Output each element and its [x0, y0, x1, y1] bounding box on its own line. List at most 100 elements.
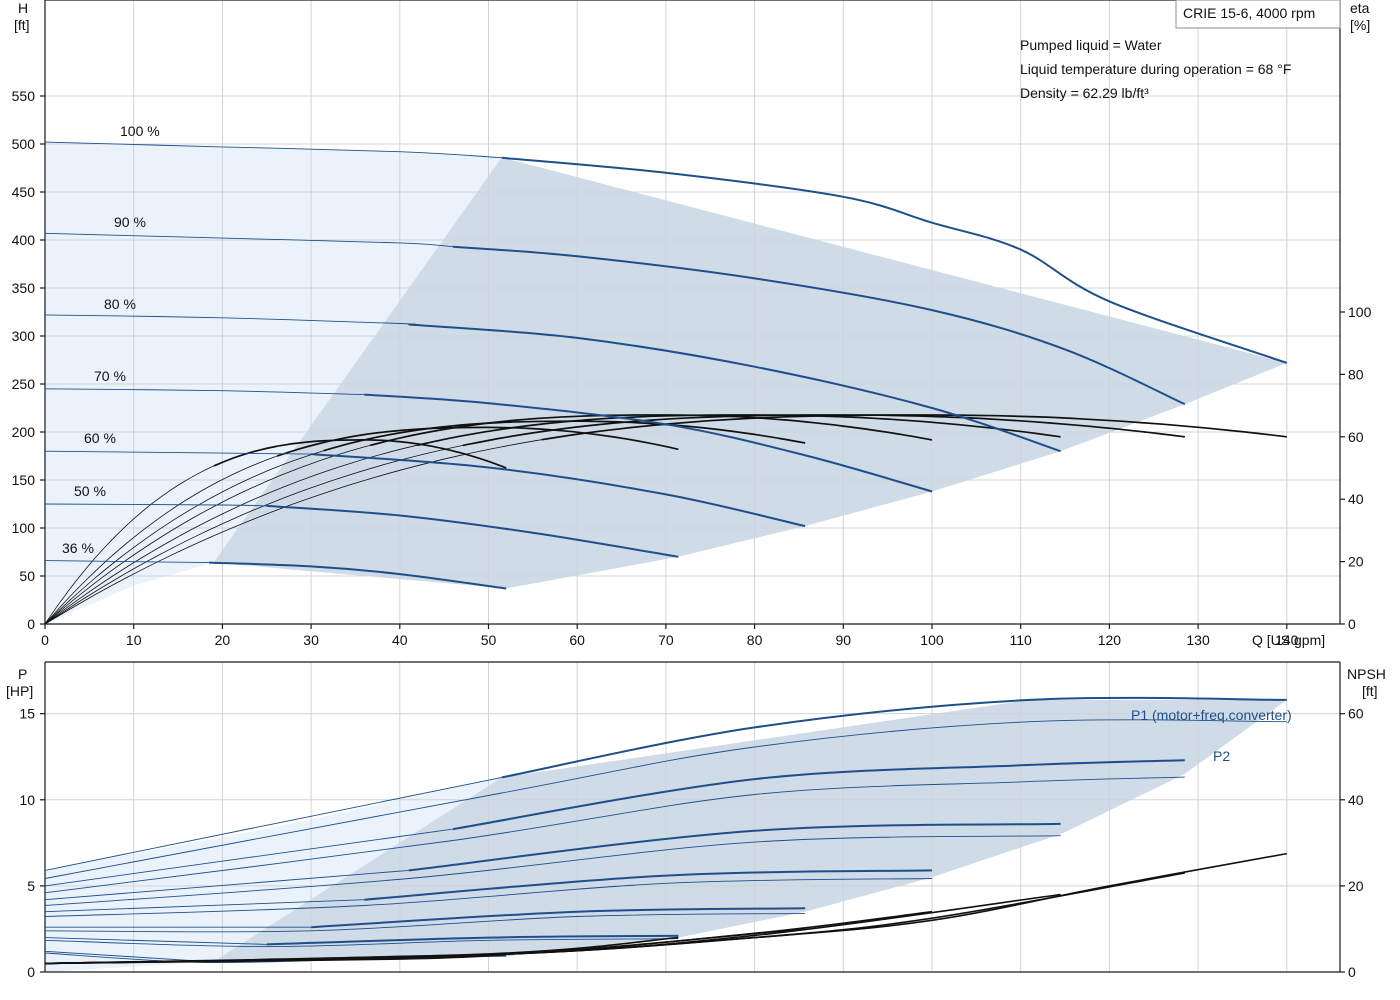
- product-title: CRIE 15-6, 4000 rpm: [1183, 5, 1315, 21]
- flow-tick-label: 110: [1010, 632, 1033, 648]
- head-curve-thin: [44, 503, 267, 507]
- head-curve-thin: [44, 232, 454, 248]
- flow-tick-label: 100: [920, 632, 944, 648]
- flow-tick-label: 30: [303, 632, 319, 648]
- eta-tick-label: 80: [1348, 366, 1364, 382]
- head-tick-label: 250: [12, 376, 36, 392]
- speed-label: 36 %: [62, 540, 94, 556]
- eta-axis-unit: [%]: [1350, 17, 1370, 33]
- flow-tick-label: 140: [1275, 632, 1299, 648]
- head-curve-thin: [44, 388, 365, 396]
- head-curve: [452, 245, 1186, 406]
- p1-curve-thin: [44, 828, 454, 887]
- eta-tick-label: 60: [1348, 429, 1364, 445]
- head-efficiency-panel: 0 50 100 150 200 250 300 350 400 450 500 550 0 20 40 60…: [12, 0, 1372, 648]
- flow-tick-label: 20: [215, 632, 231, 648]
- npsh-tick-label: 40: [1348, 792, 1364, 808]
- flow-tick-label: 50: [481, 632, 497, 648]
- efficiency-curve-operating: [417, 414, 1061, 447]
- head-tick-label: 550: [12, 88, 36, 104]
- p2-curve: [44, 835, 1061, 906]
- density-info: Density = 62.29 lb/ft³: [1020, 85, 1149, 101]
- p1-series-label: P1 (motor+freq.converter): [1131, 707, 1292, 723]
- npsh-axis-unit: [ft]: [1362, 683, 1378, 699]
- head-curve-thin: [44, 560, 210, 564]
- head-tick-label: 500: [12, 136, 36, 152]
- head-tick-label: 0: [27, 616, 35, 632]
- speed-label: 100 %: [120, 123, 160, 139]
- efficiency-curve-operating: [323, 420, 806, 452]
- product-title-box: [1175, 0, 1341, 29]
- power-tick-label: 0: [27, 964, 35, 980]
- p1-curve: [501, 696, 1287, 779]
- head-curve-thin: [44, 141, 507, 159]
- head-curve: [209, 561, 507, 590]
- speed-label: 70 %: [94, 368, 126, 384]
- flow-tick-label: 90: [835, 632, 851, 648]
- head-curve: [311, 453, 806, 528]
- power-axis-title: P: [18, 666, 27, 682]
- flow-tick-label: 60: [569, 632, 585, 648]
- head-curve: [266, 504, 679, 558]
- power-axis-unit: [HP]: [6, 683, 33, 699]
- p1-curve: [408, 822, 1061, 872]
- speed-label: 60 %: [84, 430, 116, 446]
- p2-curve: [44, 912, 806, 933]
- head-tick-label: 100: [12, 520, 36, 536]
- head-light-area: [45, 142, 502, 624]
- p1-curve: [266, 934, 679, 946]
- power-npsh-panel: 0 5 10 15 0 20 40 60: [19, 661, 1364, 980]
- p1-curve: [364, 869, 933, 901]
- pumped-liquid-info: Pumped liquid = Water: [1020, 37, 1162, 53]
- npsh-tick-label: 20: [1348, 878, 1364, 894]
- head-operating-area: [213, 157, 1287, 589]
- flow-tick-label: 80: [747, 632, 763, 648]
- head-curve: [501, 156, 1288, 364]
- power-tick-label: 15: [19, 706, 35, 722]
- flow-tick-label: 120: [1098, 632, 1122, 648]
- flow-tick-label: 0: [41, 632, 49, 648]
- eta-tick-label: 20: [1348, 554, 1364, 570]
- p2-curve: [44, 938, 679, 948]
- eta-tick-label: 100: [1348, 304, 1372, 320]
- head-tick-label: 200: [12, 424, 36, 440]
- flow-tick-label: 130: [1186, 632, 1210, 648]
- power-tick-label: 10: [19, 792, 35, 808]
- head-tick-label: 350: [12, 280, 36, 296]
- head-tick-label: 300: [12, 328, 36, 344]
- p1-curve: [311, 907, 806, 929]
- efficiency-curve-operating: [213, 439, 507, 469]
- p1-curve: [452, 759, 1185, 831]
- power-tick-label: 5: [27, 878, 35, 894]
- head-tick-label: 150: [12, 472, 36, 488]
- p2-curve: [44, 878, 933, 917]
- flow-tick-label: 40: [392, 632, 408, 648]
- head-axis-title: H: [18, 0, 28, 16]
- head-curve-thin: [44, 450, 312, 455]
- p2-curve: [44, 776, 1185, 894]
- head-tick-label: 450: [12, 184, 36, 200]
- npsh-axis-title: NPSH: [1347, 666, 1386, 682]
- npsh-curve: [44, 954, 507, 965]
- head-tick-label: 400: [12, 232, 36, 248]
- power-light-area: [45, 777, 502, 972]
- efficiency-curve-operating: [370, 414, 933, 447]
- speed-label: 80 %: [104, 296, 136, 312]
- flow-tick-label: 70: [658, 632, 674, 648]
- p1-curve-thin: [44, 899, 365, 913]
- p2-series-label: P2: [1213, 748, 1230, 764]
- p2-curve: [44, 719, 1287, 879]
- efficiency-curve-operating: [462, 414, 1185, 447]
- eta-axis-title: eta: [1350, 0, 1370, 16]
- efficiency-curve-operating: [276, 426, 679, 457]
- p1-curve-thin: [44, 869, 409, 901]
- npsh-tick-label: 60: [1348, 706, 1364, 722]
- head-curve: [408, 323, 1061, 453]
- p1-curve-thin: [44, 937, 267, 945]
- head-curve: [364, 393, 933, 493]
- eta-tick-label: 40: [1348, 491, 1364, 507]
- npsh-tick-label: 0: [1348, 964, 1356, 980]
- head-axis-unit: [ft]: [14, 17, 30, 33]
- speed-label: 90 %: [114, 214, 146, 230]
